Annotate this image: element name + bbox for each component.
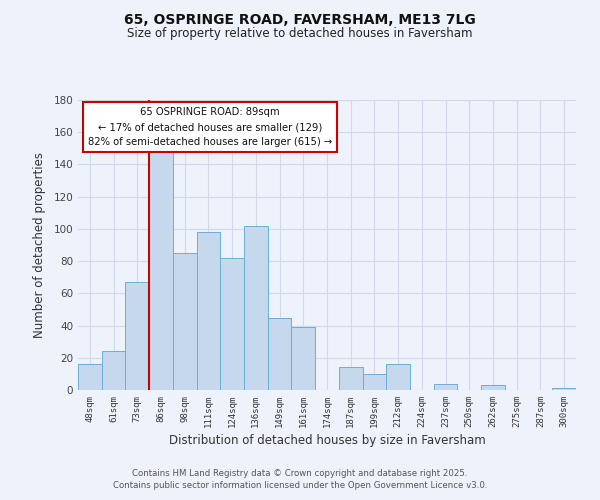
Bar (362, 374, 386, 390)
X-axis label: Distribution of detached houses by size in Faversham: Distribution of detached houses by size … (169, 434, 485, 447)
Text: 65, OSPRINGE ROAD, FAVERSHAM, ME13 7LG: 65, OSPRINGE ROAD, FAVERSHAM, ME13 7LG (124, 12, 476, 26)
Bar (268, 318, 292, 390)
Bar (339, 368, 362, 390)
Text: 65 OSPRINGE ROAD: 89sqm
← 17% of detached houses are smaller (129)
82% of semi-d: 65 OSPRINGE ROAD: 89sqm ← 17% of detache… (88, 108, 332, 147)
Bar (197, 232, 220, 390)
Bar (173, 253, 197, 390)
Text: Contains public sector information licensed under the Open Government Licence v3: Contains public sector information licen… (113, 481, 487, 490)
Bar (125, 282, 149, 390)
Bar (220, 258, 244, 390)
Y-axis label: Number of detached properties: Number of detached properties (34, 152, 46, 338)
Bar (481, 385, 505, 390)
Bar (149, 152, 173, 390)
Bar (244, 226, 268, 390)
Bar (434, 384, 457, 390)
Bar (292, 327, 315, 390)
Bar (102, 352, 125, 390)
Bar (386, 364, 410, 390)
Text: Contains HM Land Registry data © Crown copyright and database right 2025.: Contains HM Land Registry data © Crown c… (132, 468, 468, 477)
Bar (78, 364, 102, 390)
Bar (552, 388, 576, 390)
Text: Size of property relative to detached houses in Faversham: Size of property relative to detached ho… (127, 28, 473, 40)
